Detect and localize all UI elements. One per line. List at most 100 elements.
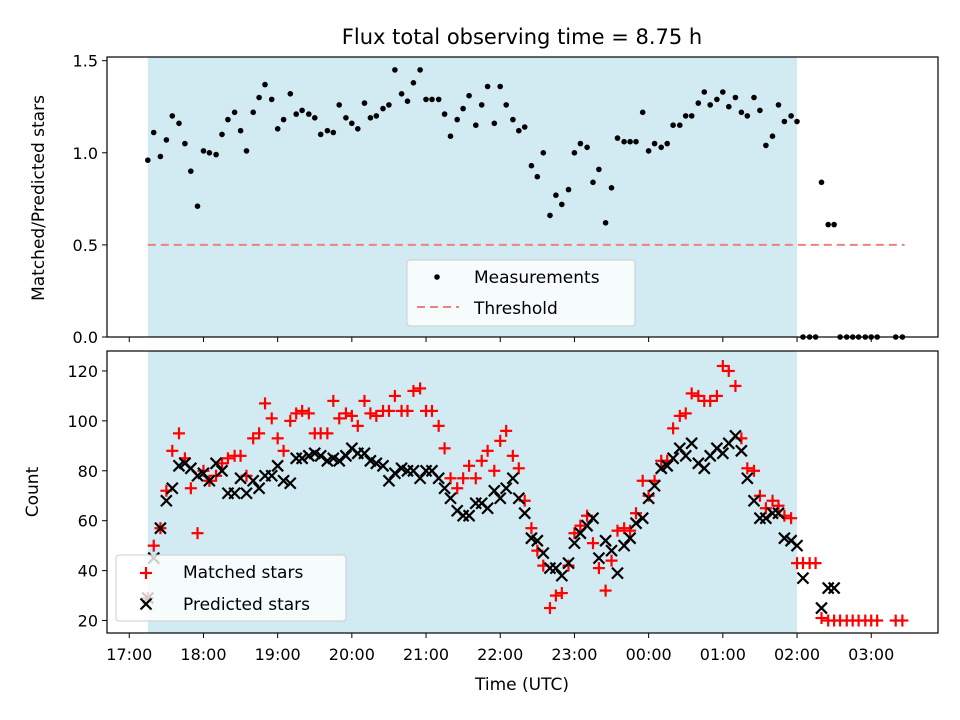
matched-star-point <box>704 394 717 407</box>
predicted-star-point <box>160 494 173 508</box>
measurement-point <box>478 102 485 108</box>
predicted-star-point <box>592 551 606 565</box>
marker-stroke <box>481 501 494 515</box>
predicted-star-point <box>314 449 327 463</box>
measurement-point <box>182 140 188 147</box>
legend-plus <box>140 567 152 579</box>
top-y-label: Matched/Predicted stars <box>29 95 49 301</box>
bottom-y-tick-label: 40 <box>78 562 98 581</box>
predicted-star-point <box>271 459 284 473</box>
matched-star-point <box>710 389 723 402</box>
marker-stroke <box>215 464 229 478</box>
matched-star-point <box>221 452 234 465</box>
matched-star-point <box>457 472 470 485</box>
marker-stroke <box>499 481 513 495</box>
measurement-point <box>521 124 528 130</box>
measurement-point <box>775 102 782 108</box>
measurement-point <box>188 168 194 174</box>
predicted-star-point <box>166 481 179 495</box>
measurement-point <box>608 185 615 191</box>
measurement-point <box>497 83 504 90</box>
marker-stroke <box>203 474 216 488</box>
measurement-point <box>732 94 739 101</box>
marker-stroke <box>376 459 390 473</box>
marker-stroke <box>531 534 544 547</box>
marker-stroke <box>796 571 810 585</box>
marker-stroke <box>139 597 153 611</box>
predicted-star-point <box>815 601 828 615</box>
predicted-star-point <box>499 481 513 495</box>
top-y-axis: 0.0 0.5 1.0 1.5 <box>73 52 107 347</box>
measurement-point <box>268 96 275 103</box>
measurement-point <box>701 89 708 95</box>
x-tick-label: 17:00 <box>106 645 152 664</box>
matched-star-point <box>592 562 605 575</box>
measurement-point <box>330 129 337 136</box>
x-tick-label: 22:00 <box>477 645 523 664</box>
marker-stroke <box>611 566 624 580</box>
measurement-point <box>818 179 825 186</box>
matched-star-point <box>253 427 266 440</box>
measurement-point <box>274 126 281 132</box>
marker-stroke <box>358 447 371 460</box>
matched-star-point <box>555 587 568 600</box>
matched-star-point <box>506 449 519 462</box>
marker-stroke <box>197 467 210 480</box>
x-tick-label: 18:00 <box>180 645 226 664</box>
marker-stroke <box>562 556 575 570</box>
measurement-point <box>454 116 461 123</box>
predicted-star-point <box>759 511 773 525</box>
measurement-point <box>590 179 596 186</box>
marker-stroke <box>685 437 698 450</box>
matched-star-point <box>809 557 822 570</box>
measurement-point <box>280 116 287 123</box>
predicted-star-point <box>240 486 253 500</box>
x-tick-label: 00:00 <box>626 645 672 664</box>
measurement-point <box>435 96 442 103</box>
measurement-point <box>324 127 331 134</box>
matched-star-point <box>432 419 445 432</box>
matched-star-point <box>494 434 507 447</box>
marker-stroke <box>265 469 278 483</box>
measurement-point <box>157 153 164 160</box>
matched-star-point <box>624 524 637 537</box>
matched-star-point <box>271 432 284 445</box>
marker-stroke <box>370 457 383 470</box>
marker-stroke <box>488 484 501 498</box>
matched-star-point <box>444 472 457 485</box>
measurement-points <box>145 67 906 340</box>
matched-star-point <box>673 409 686 422</box>
matched-star-point <box>277 444 290 457</box>
top-axes-frame <box>106 56 939 338</box>
matched-star-point <box>549 589 562 602</box>
measurement-point <box>670 122 676 128</box>
measurement-point <box>293 111 300 117</box>
marker-stroke <box>364 454 377 468</box>
matched-star-point <box>184 482 197 495</box>
matched-star-point <box>611 524 624 537</box>
measurement-point <box>219 131 225 138</box>
marker-stroke <box>666 452 680 465</box>
measurement-point <box>336 102 343 108</box>
measurement-point <box>299 107 305 114</box>
measurement-point <box>757 107 763 114</box>
measurement-point <box>250 109 256 116</box>
matched-star-point <box>382 404 395 417</box>
predicted-star-point <box>586 511 600 525</box>
measurement-point <box>763 142 769 149</box>
marker-stroke <box>629 516 643 530</box>
marker-stroke <box>240 486 253 500</box>
measurement-point <box>602 220 609 226</box>
predicted-star-point <box>215 464 229 478</box>
marker-stroke <box>772 506 785 520</box>
matched-star-point <box>388 389 401 402</box>
predicted-star-point <box>531 534 544 547</box>
predicted-star-point <box>332 454 346 468</box>
marker-stroke <box>438 481 451 495</box>
measurement-point <box>361 100 368 106</box>
matched-star-point <box>302 407 315 420</box>
matched-star-point <box>327 394 340 407</box>
marker-stroke <box>586 511 600 525</box>
bottom-y-tick-label: 100 <box>67 412 98 431</box>
marker-stroke <box>332 454 346 468</box>
